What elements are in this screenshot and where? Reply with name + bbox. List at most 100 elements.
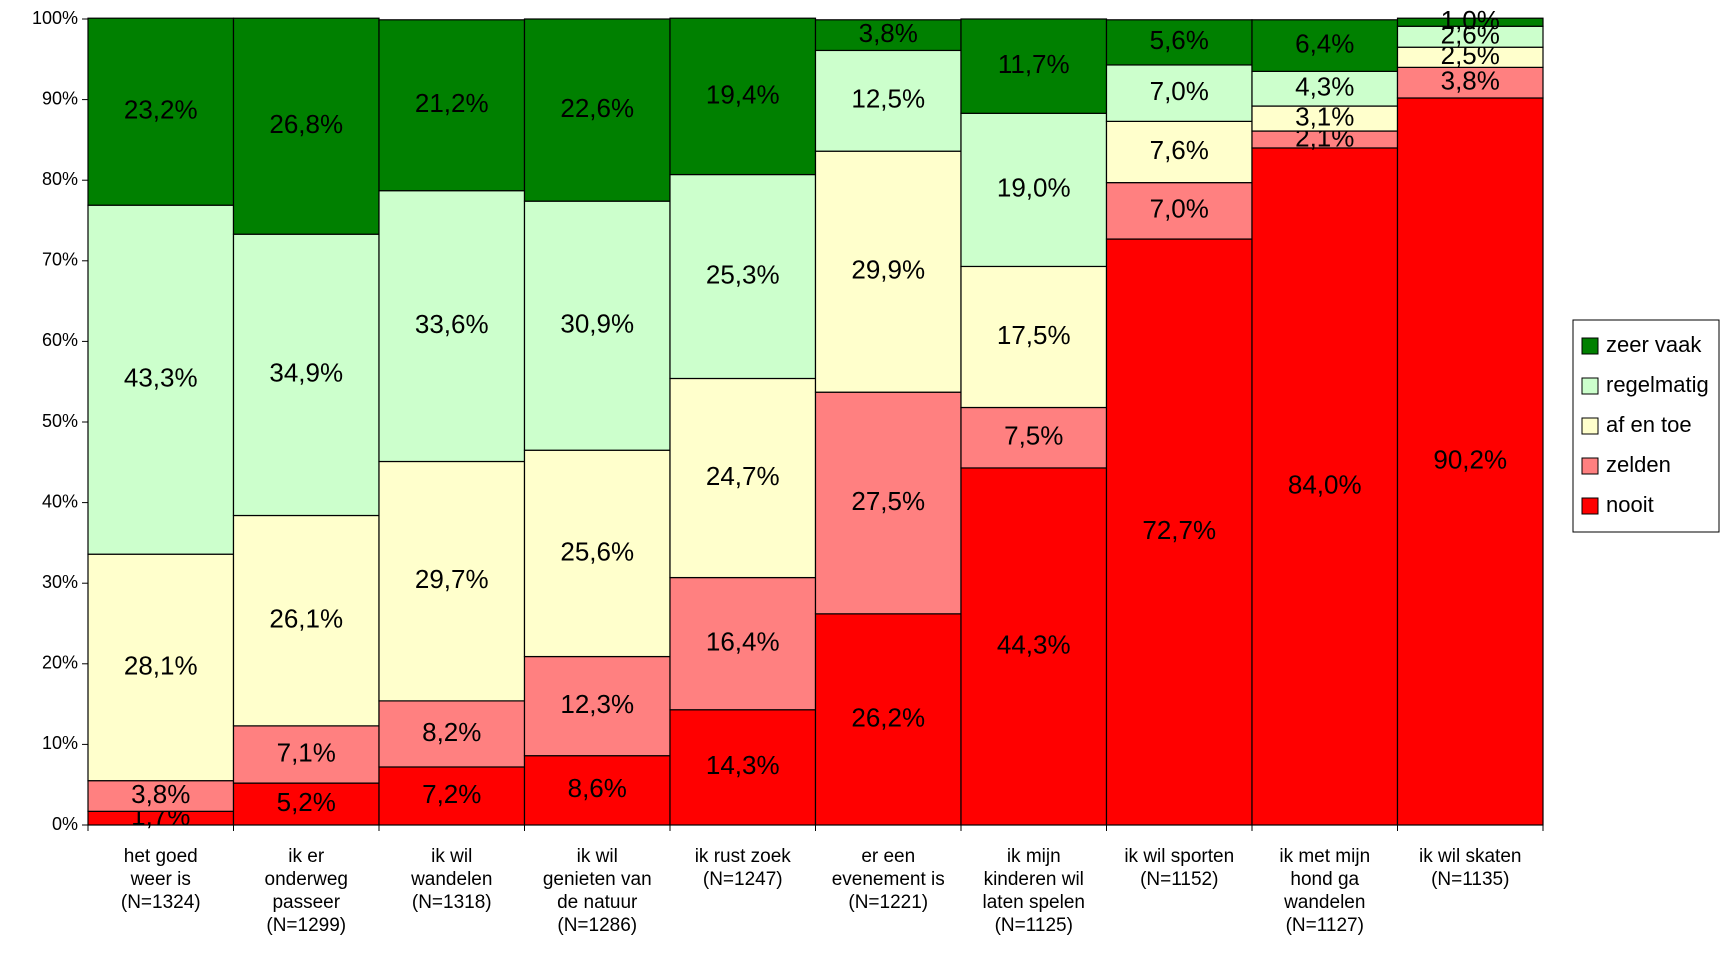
data-label: 16,4%: [706, 627, 780, 657]
x-tick-label: ik wil: [577, 846, 618, 867]
data-label: 84,0%: [1288, 469, 1362, 499]
y-tick-label: 100%: [32, 8, 78, 28]
bar-segment: [814, 391, 962, 615]
x-tick-label: (N=1318): [412, 892, 492, 913]
y-tick-label: 20%: [42, 653, 78, 673]
data-label: 29,7%: [415, 564, 489, 594]
data-label: 19,0%: [997, 173, 1071, 203]
x-tick-label: (N=1221): [848, 892, 928, 913]
data-label: 90,2%: [1433, 444, 1507, 474]
data-label: 5,6%: [1150, 25, 1209, 55]
x-tick-label: (N=1324): [121, 892, 201, 913]
data-label: 27,5%: [851, 486, 925, 516]
y-tick-label: 50%: [42, 411, 78, 431]
data-label: 6,4%: [1295, 28, 1354, 58]
x-tick-label: laten spelen: [983, 892, 1085, 913]
data-label: 26,1%: [269, 604, 343, 634]
x-tick-label: ik wil sporten: [1124, 846, 1234, 867]
legend-label: af en toe: [1606, 412, 1692, 437]
y-tick-label: 90%: [42, 88, 78, 108]
data-label: 3,8%: [859, 18, 918, 48]
data-label: 28,1%: [124, 650, 198, 680]
bar-segment: [378, 766, 526, 826]
bar-segment: [1251, 105, 1399, 132]
data-label: 14,3%: [706, 750, 780, 780]
data-label: 4,3%: [1295, 72, 1354, 102]
x-tick-label: (N=1247): [703, 869, 783, 890]
x-tick-label: de natuur: [557, 892, 638, 913]
bar-segment: [232, 233, 380, 517]
bar-segment: [1251, 19, 1399, 72]
x-tick-label: wandelen: [410, 869, 492, 890]
data-label: 1,0%: [1441, 5, 1500, 35]
data-label: 8,2%: [422, 717, 481, 747]
bar-segment: [814, 613, 962, 826]
bar-segment: [669, 709, 817, 826]
legend-label: zeer vaak: [1606, 332, 1702, 357]
data-label: 7,0%: [1150, 194, 1209, 224]
y-tick-label: 40%: [42, 491, 78, 511]
bar-segment: [378, 19, 526, 192]
data-label: 25,6%: [560, 536, 634, 566]
y-tick-label: 0%: [52, 814, 78, 834]
data-label: 21,2%: [415, 88, 489, 118]
x-tick-label: (N=1125): [995, 915, 1073, 936]
x-tick-label: ik wil skaten: [1419, 846, 1521, 867]
bar-segment: [1105, 120, 1253, 184]
bar-segment: [1105, 182, 1253, 240]
bar-segment: [814, 19, 962, 52]
data-label: 25,3%: [706, 259, 780, 289]
x-tick-label: ik er: [288, 846, 325, 867]
x-tick-label: (N=1135): [1431, 869, 1509, 890]
data-label: 7,0%: [1150, 76, 1209, 106]
x-tick-label: wandelen: [1283, 892, 1365, 913]
x-tick-label: het goed: [124, 846, 198, 867]
bar-segment: [232, 17, 380, 235]
bar-segment: [669, 576, 817, 711]
y-tick-label: 80%: [42, 169, 78, 189]
x-tick-label: passeer: [272, 892, 340, 913]
legend-label: regelmatig: [1606, 372, 1709, 397]
bar-segment: [1251, 70, 1399, 107]
data-label: 26,8%: [269, 109, 343, 139]
legend-swatch: [1581, 377, 1599, 395]
data-label: 72,7%: [1142, 515, 1216, 545]
legend-swatch: [1581, 497, 1599, 515]
bar-segment: [378, 700, 526, 768]
bar-segment: [232, 725, 380, 784]
bar-segment: [523, 655, 671, 757]
data-label: 11,7%: [998, 49, 1070, 79]
y-tick-label: 60%: [42, 330, 78, 350]
x-tick-label: ik rust zoek: [695, 846, 792, 867]
bar-segment: [1105, 19, 1253, 66]
bar-segment: [669, 377, 817, 579]
data-label: 7,6%: [1150, 135, 1209, 165]
data-label: 34,9%: [269, 358, 343, 388]
bar-segment: [1396, 17, 1544, 27]
bar-segment: [232, 514, 380, 727]
data-label: 43,3%: [124, 363, 198, 393]
bar-segment: [669, 17, 817, 176]
x-tick-label: ik mijn: [1007, 846, 1061, 867]
x-tick-label: ik met mijn: [1279, 846, 1370, 867]
x-tick-label: evenement is: [832, 869, 945, 890]
data-label: 8,6%: [568, 773, 627, 803]
y-tick-label: 10%: [42, 733, 78, 753]
x-tick-label: genieten van: [543, 869, 652, 890]
legend-swatch: [1581, 337, 1599, 355]
data-label: 12,3%: [560, 689, 634, 719]
data-label: 24,7%: [706, 461, 780, 491]
bar-segment: [960, 467, 1108, 826]
data-label: 5,2%: [277, 787, 336, 817]
legend-swatch: [1581, 457, 1599, 475]
x-tick-label: kinderen wil: [984, 869, 1084, 890]
data-label: 30,9%: [560, 309, 634, 339]
data-label: 3,8%: [131, 779, 190, 809]
data-label: 23,2%: [124, 95, 198, 125]
x-tick-label: onderweg: [265, 869, 348, 890]
data-label: 33,6%: [415, 309, 489, 339]
data-label: 19,4%: [706, 79, 780, 109]
bar-segment: [960, 18, 1108, 114]
bar-segment: [523, 18, 671, 202]
